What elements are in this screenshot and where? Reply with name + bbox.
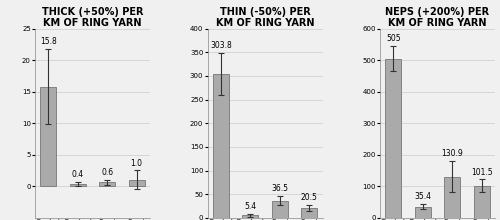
Text: 0.6: 0.6 <box>101 168 114 177</box>
Bar <box>128 180 145 186</box>
Bar <box>301 208 318 218</box>
Bar <box>70 184 86 186</box>
Text: 36.5: 36.5 <box>271 184 288 193</box>
Bar <box>444 176 460 218</box>
Bar <box>40 87 56 186</box>
Text: 1.0: 1.0 <box>130 159 142 168</box>
Text: 0.4: 0.4 <box>72 170 84 179</box>
Title: THIN (-50%) PER
KM OF RING YARN: THIN (-50%) PER KM OF RING YARN <box>216 7 314 28</box>
Bar <box>385 59 402 218</box>
Text: 15.8: 15.8 <box>40 37 56 46</box>
Bar <box>99 182 116 186</box>
Title: NEPS (+200%) PER
KM OF RING YARN: NEPS (+200%) PER KM OF RING YARN <box>386 7 490 28</box>
Bar <box>242 215 258 218</box>
Text: 303.8: 303.8 <box>210 41 232 50</box>
Text: 35.4: 35.4 <box>414 192 432 201</box>
Title: THICK (+50%) PER
KM OF RING YARN: THICK (+50%) PER KM OF RING YARN <box>42 7 144 28</box>
Bar <box>474 186 490 218</box>
Text: 505: 505 <box>386 34 400 43</box>
Bar <box>212 74 229 218</box>
Text: 130.9: 130.9 <box>442 149 463 158</box>
Text: 5.4: 5.4 <box>244 202 256 211</box>
Bar <box>272 201 288 218</box>
Bar <box>414 207 431 218</box>
Text: 101.5: 101.5 <box>471 168 492 177</box>
Text: 20.5: 20.5 <box>300 193 318 202</box>
